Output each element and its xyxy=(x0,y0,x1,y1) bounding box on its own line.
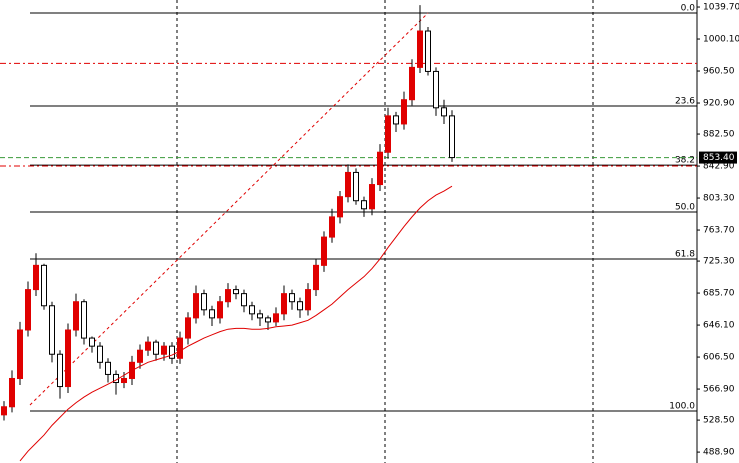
y-tick-label: 685.70 xyxy=(703,289,735,299)
candle-body xyxy=(201,293,207,311)
y-tick-label: 882.50 xyxy=(703,130,735,140)
candle-body xyxy=(417,30,423,68)
last-price-box xyxy=(699,151,737,164)
candle-body xyxy=(105,361,111,375)
candle-body xyxy=(153,341,159,355)
time-grid xyxy=(176,0,594,463)
y-tick-label: 725.30 xyxy=(703,257,735,267)
candle-body xyxy=(425,30,431,72)
candle-body xyxy=(401,99,407,125)
fib-label: 50.0 xyxy=(675,203,695,213)
y-tick-label: 646.10 xyxy=(703,321,735,331)
candle-body xyxy=(233,289,239,295)
y-tick-label: 488.90 xyxy=(703,448,735,458)
candle-body xyxy=(169,345,175,359)
fib-label: 23.6 xyxy=(675,97,695,107)
y-tick-label: 920.90 xyxy=(703,99,735,109)
candle-body xyxy=(329,216,335,238)
candle-body xyxy=(161,345,167,355)
candle-body xyxy=(433,70,439,109)
candle-body xyxy=(49,305,55,355)
candle-body xyxy=(9,377,15,408)
candle-body xyxy=(225,289,231,303)
candle-body xyxy=(89,337,95,347)
candle-body xyxy=(185,317,191,339)
candle-body xyxy=(241,293,247,307)
fib-label: 38.2 xyxy=(675,156,695,166)
candle-body xyxy=(289,293,295,303)
candle-body xyxy=(449,115,455,159)
candle-body xyxy=(41,264,47,307)
fib-label: 100.0 xyxy=(669,402,695,412)
candle-body xyxy=(65,329,71,388)
candle-body xyxy=(177,337,183,359)
candle-body xyxy=(337,196,343,218)
y-tick-label: 842.90 xyxy=(703,162,735,172)
candle-body xyxy=(273,313,279,323)
y-tick-label: 1000.10 xyxy=(703,35,739,45)
candle-body xyxy=(361,200,367,210)
y-tick-label: 960.50 xyxy=(703,67,735,77)
candle-body xyxy=(81,301,87,339)
candle-body xyxy=(265,317,271,323)
candle-body xyxy=(57,353,63,388)
candle-body xyxy=(137,349,143,363)
y-tick-label: 763.70 xyxy=(703,226,735,236)
y-tick-label: 528.50 xyxy=(703,416,735,426)
fib-label: 0.0 xyxy=(681,4,696,14)
candle-body xyxy=(217,301,223,319)
candle-body xyxy=(1,406,7,416)
candle-body xyxy=(377,151,383,186)
fib-label: 61.8 xyxy=(675,249,695,259)
candle-body xyxy=(33,264,39,291)
candle-body xyxy=(73,301,79,331)
y-tick-label: 1039.70 xyxy=(703,3,739,13)
candle-body xyxy=(345,171,351,198)
candle-body xyxy=(193,293,199,319)
candle-body xyxy=(297,301,303,311)
candle-body xyxy=(393,115,399,125)
candle-body xyxy=(257,313,263,319)
y-tick-label: 803.30 xyxy=(703,194,735,204)
last-price-label: 853.40 xyxy=(703,153,735,163)
moving-average xyxy=(19,185,453,462)
candle-body xyxy=(17,329,23,379)
candle-body xyxy=(353,171,359,202)
y-tick-label: 566.90 xyxy=(703,385,735,395)
candle-body xyxy=(369,184,375,210)
candle-body xyxy=(209,309,215,319)
candle-body xyxy=(409,66,415,101)
candle-body xyxy=(441,107,447,117)
candle-body xyxy=(145,341,151,351)
candle-body xyxy=(25,289,31,331)
candle-body xyxy=(321,236,327,266)
candle-body xyxy=(121,377,127,384)
candle-body xyxy=(97,345,103,363)
candle-body xyxy=(313,264,319,291)
candle-body xyxy=(305,289,311,311)
candle-body xyxy=(249,305,255,315)
y-tick-label: 606.50 xyxy=(703,353,735,363)
candle-body xyxy=(385,115,391,153)
candle-body xyxy=(281,293,287,315)
